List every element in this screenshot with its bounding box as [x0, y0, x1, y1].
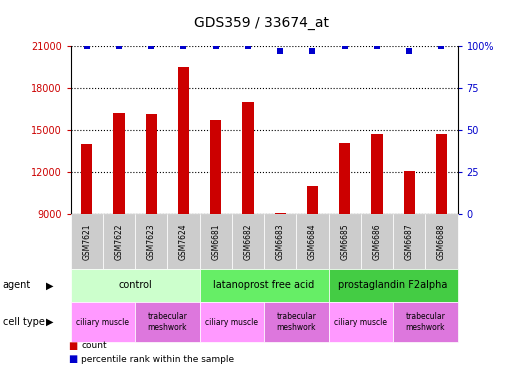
Bar — [178, 67, 189, 214]
Bar — [210, 120, 221, 214]
Point — [437, 43, 446, 49]
Text: latanoprost free acid: latanoprost free acid — [213, 280, 315, 291]
Bar — [113, 113, 124, 214]
Text: ▶: ▶ — [47, 317, 54, 327]
Text: GSM6685: GSM6685 — [340, 223, 349, 260]
Point — [244, 43, 252, 49]
Text: GSM6688: GSM6688 — [437, 223, 446, 260]
Text: ciliary muscle: ciliary muscle — [76, 318, 129, 326]
Bar — [242, 102, 254, 214]
Text: ciliary muscle: ciliary muscle — [206, 318, 258, 326]
Text: agent: agent — [3, 280, 31, 291]
Text: prostaglandin F2alpha: prostaglandin F2alpha — [338, 280, 448, 291]
Point — [373, 43, 381, 49]
Bar — [275, 213, 286, 214]
Text: GSM6687: GSM6687 — [405, 223, 414, 260]
Text: trabecular
meshwork: trabecular meshwork — [147, 312, 187, 332]
Text: GSM6684: GSM6684 — [308, 223, 317, 260]
Text: GSM7621: GSM7621 — [82, 223, 91, 260]
Bar — [339, 143, 350, 214]
Point — [211, 43, 220, 49]
Text: ■: ■ — [68, 354, 77, 365]
Point — [405, 48, 413, 54]
Bar — [307, 186, 318, 214]
Text: count: count — [81, 341, 107, 350]
Point — [309, 48, 317, 54]
Text: GSM7622: GSM7622 — [115, 223, 123, 260]
Text: GSM7623: GSM7623 — [147, 223, 156, 260]
Text: GDS359 / 33674_at: GDS359 / 33674_at — [194, 16, 329, 30]
Text: percentile rank within the sample: percentile rank within the sample — [81, 355, 234, 364]
Text: GSM6686: GSM6686 — [372, 223, 381, 260]
Text: control: control — [118, 280, 152, 291]
Text: trabecular
meshwork: trabecular meshwork — [277, 312, 316, 332]
Point — [83, 43, 91, 49]
Bar — [371, 134, 383, 214]
Bar — [145, 115, 157, 214]
Text: GSM6681: GSM6681 — [211, 223, 220, 260]
Text: ▶: ▶ — [47, 280, 54, 291]
Text: cell type: cell type — [3, 317, 44, 327]
Text: GSM7624: GSM7624 — [179, 223, 188, 260]
Point — [179, 43, 188, 49]
Bar — [404, 171, 415, 214]
Point — [147, 43, 155, 49]
Text: trabecular
meshwork: trabecular meshwork — [405, 312, 445, 332]
Point — [276, 48, 285, 54]
Bar — [81, 144, 93, 214]
Text: GSM6682: GSM6682 — [244, 223, 253, 260]
Text: GSM6683: GSM6683 — [276, 223, 285, 260]
Point — [115, 43, 123, 49]
Text: ■: ■ — [68, 341, 77, 351]
Text: ciliary muscle: ciliary muscle — [334, 318, 388, 326]
Point — [340, 43, 349, 49]
Bar — [436, 134, 447, 214]
